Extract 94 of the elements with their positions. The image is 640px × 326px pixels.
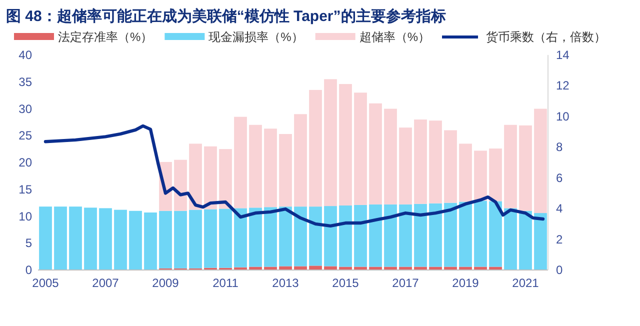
y-tick-label: 25	[18, 128, 32, 143]
bar	[189, 144, 202, 210]
bar	[249, 208, 262, 267]
bar	[459, 144, 472, 202]
bar	[324, 79, 337, 206]
bar	[309, 90, 322, 207]
x-tick-label: 2015	[332, 276, 360, 290]
bar	[174, 210, 187, 268]
x-tick-label: 2013	[272, 276, 300, 290]
bar	[294, 114, 307, 207]
legend-label: 法定存准率（%）	[58, 30, 153, 44]
y2-tick-label: 14	[556, 48, 570, 62]
bar	[234, 116, 247, 208]
bar	[339, 206, 352, 267]
bar	[219, 208, 232, 268]
bar	[534, 108, 547, 214]
bar	[279, 206, 292, 266]
y-tick-label: 30	[18, 102, 32, 116]
bar	[294, 266, 307, 270]
bar	[54, 206, 67, 270]
y2-tick-label: 10	[556, 109, 570, 124]
bar	[504, 208, 517, 270]
bar	[384, 204, 397, 267]
y-tick-label: 35	[18, 74, 32, 89]
bar	[189, 210, 202, 268]
bar	[519, 125, 532, 211]
y-tick-label: 40	[18, 48, 32, 62]
bar	[219, 149, 232, 209]
bar	[399, 204, 412, 267]
bar	[294, 206, 307, 266]
x-tick-label: 2019	[452, 276, 480, 290]
x-tick-label: 2011	[212, 276, 239, 290]
x-tick-label: 2007	[92, 276, 120, 290]
bar	[249, 124, 262, 208]
bar	[534, 213, 547, 270]
y-tick-label: 0	[25, 263, 32, 277]
bar	[474, 150, 487, 201]
y2-tick-label: 6	[556, 170, 563, 185]
x-tick-label: 2009	[152, 276, 180, 290]
bar	[39, 206, 52, 270]
bar	[204, 146, 217, 210]
bar	[444, 130, 457, 203]
bar	[414, 204, 427, 267]
bar	[354, 204, 367, 267]
bar	[399, 128, 412, 204]
bar	[279, 266, 292, 270]
bar	[429, 203, 442, 267]
bar	[429, 120, 442, 204]
bar	[369, 103, 382, 204]
bar	[324, 206, 337, 266]
legend-label: 超储率（%）	[359, 30, 430, 44]
y-tick-label: 5	[25, 236, 32, 250]
bar	[144, 212, 157, 270]
bar	[504, 124, 517, 208]
title: 图 48：超储率可能正在成为美联储“模仿性 Taper”的主要参考指标	[6, 8, 446, 25]
y-tick-label: 10	[18, 209, 32, 224]
bar	[159, 210, 172, 268]
bar	[339, 84, 352, 206]
bar	[384, 108, 397, 204]
y2-tick-label: 2	[556, 232, 563, 246]
bar	[234, 208, 247, 268]
bar	[354, 92, 367, 205]
bar	[324, 266, 337, 270]
bar	[279, 134, 292, 207]
legend-label: 货币乘数（右，倍数）	[486, 30, 606, 44]
x-tick-label: 2017	[392, 276, 420, 290]
bar	[174, 160, 187, 211]
x-tick-label: 2021	[512, 276, 540, 290]
bar	[84, 208, 97, 270]
bar	[129, 210, 142, 270]
bar	[519, 210, 532, 270]
bar	[204, 209, 217, 268]
y2-tick-label: 0	[556, 263, 563, 277]
legend-label: 现金漏损率（%）	[208, 30, 304, 44]
bar	[114, 210, 127, 270]
bar	[489, 201, 502, 267]
y-tick-label: 20	[18, 156, 32, 170]
bar	[414, 120, 427, 204]
y2-tick-label: 12	[556, 78, 570, 93]
bar	[69, 206, 82, 270]
bar	[369, 204, 382, 267]
bar	[264, 128, 277, 208]
y-tick-label: 15	[18, 182, 32, 196]
bar	[459, 202, 472, 267]
bar	[474, 200, 487, 267]
y2-tick-label: 4	[556, 202, 563, 216]
bar	[489, 148, 502, 202]
bar	[444, 202, 457, 267]
x-tick-label: 2005	[32, 276, 60, 290]
bar	[264, 207, 277, 267]
bar	[99, 208, 112, 270]
bar	[309, 206, 322, 266]
y2-tick-label: 8	[556, 140, 563, 154]
bar	[309, 266, 322, 270]
